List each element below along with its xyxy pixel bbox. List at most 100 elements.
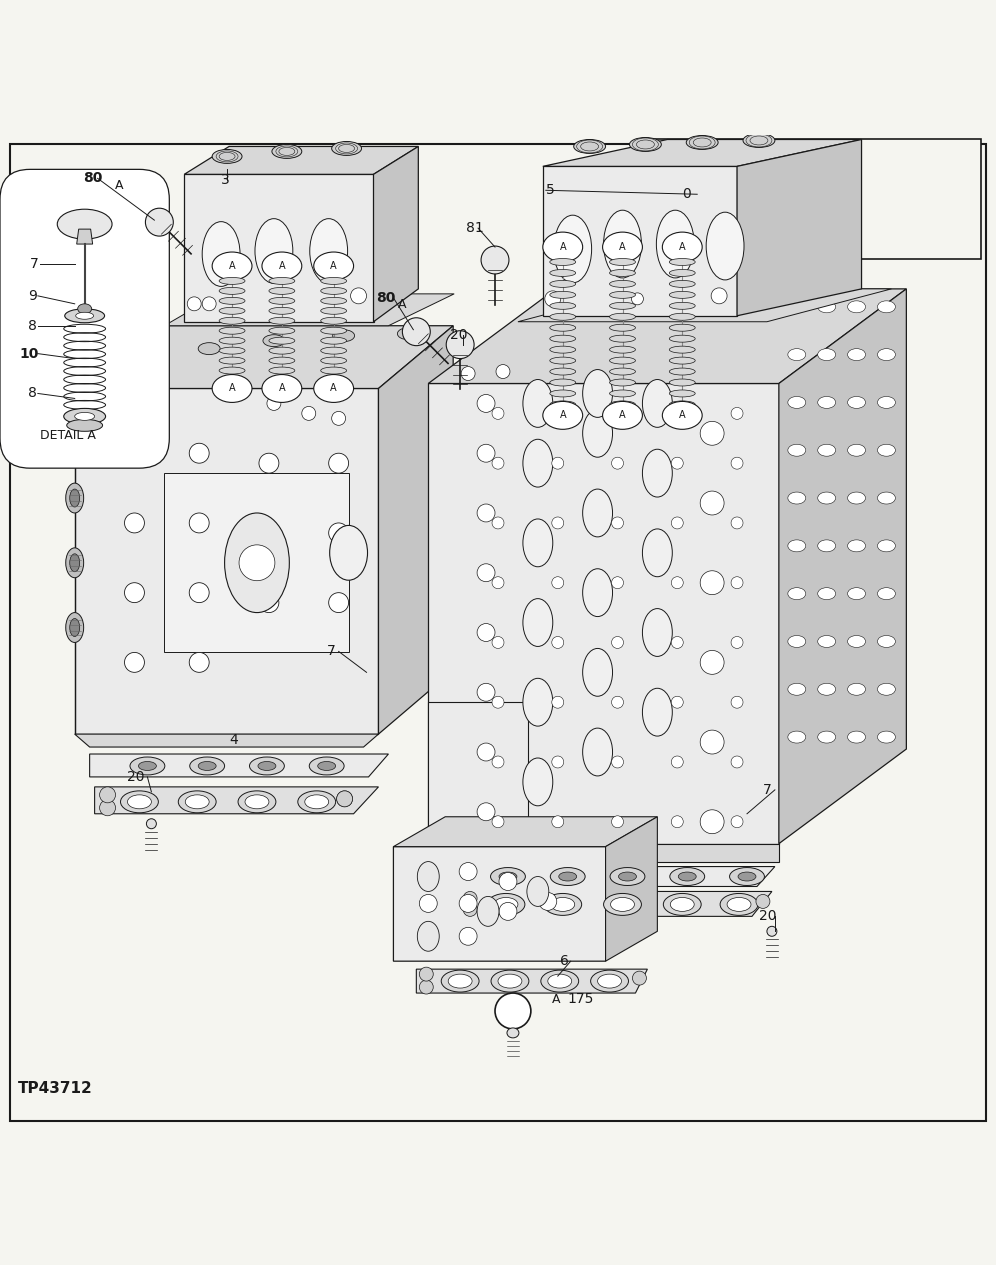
Circle shape: [459, 863, 477, 880]
Ellipse shape: [788, 301, 806, 312]
Ellipse shape: [58, 209, 112, 239]
Ellipse shape: [321, 387, 347, 393]
Circle shape: [492, 457, 504, 469]
Ellipse shape: [550, 335, 576, 342]
Ellipse shape: [64, 409, 106, 424]
Ellipse shape: [269, 367, 295, 374]
Text: 20: 20: [759, 910, 777, 923]
Circle shape: [351, 288, 367, 304]
Ellipse shape: [877, 635, 895, 648]
Ellipse shape: [146, 818, 156, 829]
Ellipse shape: [269, 387, 295, 393]
Ellipse shape: [686, 135, 718, 149]
Circle shape: [671, 407, 683, 420]
Polygon shape: [393, 817, 657, 846]
Ellipse shape: [603, 401, 642, 429]
Circle shape: [671, 696, 683, 708]
Ellipse shape: [848, 492, 866, 503]
Circle shape: [545, 291, 561, 307]
Circle shape: [612, 756, 623, 768]
Circle shape: [492, 756, 504, 768]
Circle shape: [419, 863, 437, 880]
Ellipse shape: [70, 554, 80, 572]
Circle shape: [477, 683, 495, 701]
Text: 80: 80: [83, 171, 102, 186]
Circle shape: [302, 406, 316, 420]
Circle shape: [632, 972, 646, 985]
Circle shape: [499, 873, 517, 891]
Circle shape: [492, 696, 504, 708]
Ellipse shape: [198, 762, 216, 770]
Ellipse shape: [127, 794, 151, 808]
Ellipse shape: [619, 872, 636, 880]
Ellipse shape: [318, 762, 336, 770]
Polygon shape: [652, 139, 981, 259]
Ellipse shape: [610, 324, 635, 331]
Ellipse shape: [848, 444, 866, 457]
Ellipse shape: [269, 377, 295, 385]
Ellipse shape: [219, 377, 245, 385]
Polygon shape: [543, 167, 737, 316]
Ellipse shape: [499, 872, 517, 880]
Ellipse shape: [550, 357, 576, 364]
Text: A: A: [398, 299, 407, 311]
Circle shape: [731, 816, 743, 827]
Circle shape: [631, 293, 643, 305]
Ellipse shape: [610, 281, 635, 287]
Text: 0: 0: [682, 187, 691, 201]
Circle shape: [100, 787, 116, 803]
Circle shape: [492, 517, 504, 529]
Circle shape: [671, 517, 683, 529]
Text: A: A: [331, 261, 337, 271]
Polygon shape: [164, 293, 454, 325]
Ellipse shape: [269, 277, 295, 285]
Ellipse shape: [212, 252, 252, 280]
Ellipse shape: [76, 312, 94, 319]
Circle shape: [124, 653, 144, 672]
Ellipse shape: [550, 324, 576, 331]
Ellipse shape: [249, 756, 285, 775]
Ellipse shape: [121, 791, 158, 813]
Ellipse shape: [818, 731, 836, 743]
Text: 8: 8: [28, 387, 37, 401]
Ellipse shape: [610, 335, 635, 342]
Ellipse shape: [225, 514, 289, 612]
Ellipse shape: [610, 401, 635, 407]
Ellipse shape: [66, 612, 84, 643]
Ellipse shape: [788, 492, 806, 503]
Ellipse shape: [610, 380, 635, 386]
Ellipse shape: [527, 877, 549, 907]
Ellipse shape: [642, 608, 672, 657]
Circle shape: [477, 444, 495, 462]
Ellipse shape: [321, 347, 347, 354]
Circle shape: [612, 517, 623, 529]
Circle shape: [711, 288, 727, 304]
Circle shape: [124, 443, 144, 463]
Ellipse shape: [611, 868, 645, 886]
Text: 20: 20: [127, 770, 145, 784]
Ellipse shape: [212, 374, 252, 402]
Ellipse shape: [487, 893, 525, 916]
Ellipse shape: [610, 368, 635, 374]
Ellipse shape: [669, 380, 695, 386]
Ellipse shape: [554, 215, 592, 283]
Ellipse shape: [219, 277, 245, 285]
Polygon shape: [77, 229, 93, 244]
Ellipse shape: [548, 974, 572, 988]
Ellipse shape: [730, 868, 765, 886]
Ellipse shape: [298, 791, 336, 813]
Ellipse shape: [269, 318, 295, 324]
Ellipse shape: [678, 872, 696, 880]
Ellipse shape: [877, 731, 895, 743]
Circle shape: [700, 491, 724, 515]
Circle shape: [239, 545, 275, 581]
Circle shape: [402, 318, 430, 345]
Circle shape: [477, 564, 495, 582]
Ellipse shape: [305, 794, 329, 808]
Ellipse shape: [70, 490, 80, 507]
Text: 81: 81: [466, 221, 484, 235]
Circle shape: [496, 364, 510, 378]
Polygon shape: [428, 702, 528, 844]
Circle shape: [552, 517, 564, 529]
Ellipse shape: [333, 330, 355, 342]
